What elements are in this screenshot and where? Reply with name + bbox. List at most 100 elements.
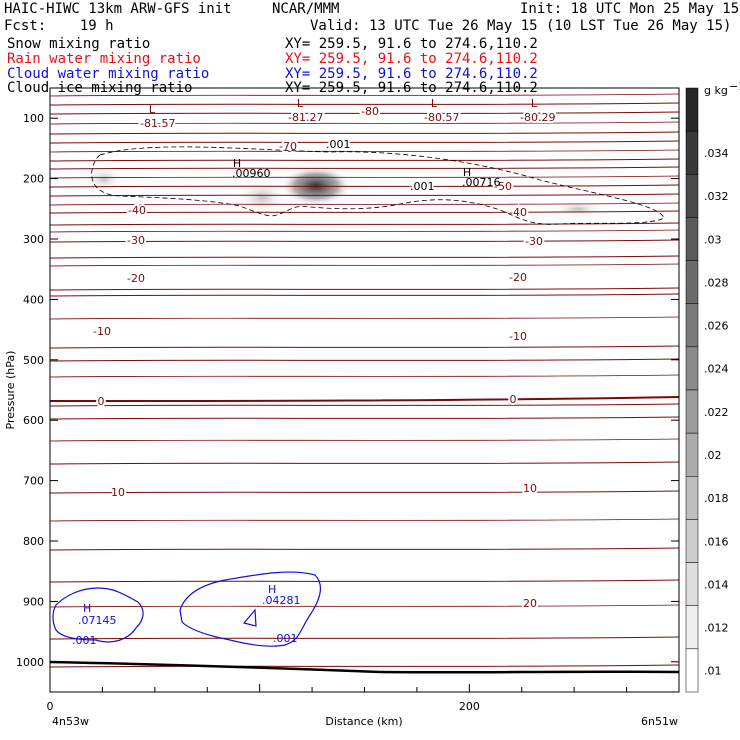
temperature-contour bbox=[50, 222, 679, 226]
cloud-water-contour bbox=[179, 571, 322, 647]
colorbar-tick-label: .01 bbox=[704, 665, 722, 678]
colorbar-segment bbox=[685, 346, 699, 391]
valid-time: Valid: 13 UTC Tue 26 May 15 (10 LST Tue … bbox=[310, 18, 732, 34]
temperature-contour bbox=[50, 239, 679, 243]
y-tick-label: 700 bbox=[23, 475, 44, 488]
temperature-contour bbox=[50, 175, 679, 179]
temperature-contour-label: -20 bbox=[509, 271, 527, 284]
colorbar-segment bbox=[685, 217, 699, 261]
forecast-hour: Fcst: 19 h bbox=[4, 18, 114, 34]
temperature-contour bbox=[50, 111, 679, 115]
temperature-contour bbox=[50, 636, 679, 640]
temperature-contour bbox=[50, 255, 679, 259]
temperature-contour bbox=[50, 140, 679, 144]
y-tick-label: 800 bbox=[23, 535, 44, 548]
low-value: -81.57 bbox=[140, 117, 175, 130]
cloud-water-contour bbox=[242, 608, 257, 627]
high-marker: H bbox=[233, 157, 241, 170]
low-marker: L bbox=[431, 97, 438, 110]
temperature-contour-label: 0 bbox=[510, 393, 517, 406]
cloud-water-contour-label: .001 bbox=[273, 632, 298, 645]
temperature-contour bbox=[50, 664, 679, 668]
y-axis-title: Pressure (hPa) bbox=[4, 351, 17, 430]
y-tick-label: 900 bbox=[23, 595, 44, 608]
temperature-contour bbox=[50, 210, 679, 214]
colorbar-segment bbox=[685, 174, 699, 218]
temperature-contour-label: -50 bbox=[494, 180, 512, 193]
colorbar-tick-label: .028 bbox=[704, 276, 729, 289]
x-axis-title: Distance (km) bbox=[325, 715, 402, 728]
y-tick-label: 500 bbox=[23, 354, 44, 367]
x-end-left: 4n53w bbox=[52, 715, 89, 728]
colorbar-tick-label: .032 bbox=[704, 190, 729, 203]
temperature-contour bbox=[50, 229, 679, 233]
temperature-contour-label: 10 bbox=[523, 482, 537, 495]
temperature-contour bbox=[50, 518, 679, 522]
snow-shading bbox=[84, 167, 124, 191]
snow-shading bbox=[236, 179, 288, 215]
temperature-contour-label: 20 bbox=[523, 597, 537, 610]
temperature-contour bbox=[50, 490, 679, 494]
low-value: -80.29 bbox=[520, 111, 555, 124]
field-snow-xy: XY= 259.5, 91.6 to 274.6,110.2 bbox=[285, 36, 538, 52]
temperature-contour-label: -10 bbox=[509, 330, 527, 343]
temperature-contour-label: -20 bbox=[127, 272, 145, 285]
temperature-contour-label: 10 bbox=[111, 486, 125, 499]
low-value: -81.27 bbox=[288, 111, 323, 124]
field-cloudwater-name: Cloud water mixing ratio bbox=[7, 66, 210, 82]
colorbar-segment bbox=[685, 87, 699, 132]
temperature-contour bbox=[50, 121, 679, 125]
colorbar-unit: g kg bbox=[704, 84, 728, 97]
colorbar-tick-label: .024 bbox=[704, 363, 729, 376]
low-marker: L bbox=[297, 97, 304, 110]
terrain-line bbox=[50, 660, 679, 674]
temperature-contour bbox=[50, 158, 679, 162]
temperature-contour bbox=[50, 403, 679, 407]
temperature-contour bbox=[50, 438, 679, 442]
temperature-contour bbox=[50, 193, 679, 197]
temperature-contour-label: 0 bbox=[98, 395, 105, 408]
temperature-contour bbox=[50, 604, 679, 608]
cloud-ice-contour-label: .001 bbox=[326, 138, 351, 151]
cloud-ice-contour bbox=[91, 146, 665, 225]
colorbar-tick-label: .02 bbox=[704, 449, 722, 462]
temperature-contour bbox=[50, 166, 679, 170]
colorbar-tick-label: .016 bbox=[704, 535, 729, 548]
x-end-right: 6n51w bbox=[641, 715, 678, 728]
temperature-contour bbox=[50, 316, 679, 320]
high-marker: H bbox=[268, 583, 276, 596]
temperature-contour bbox=[50, 102, 679, 106]
low-marker: L bbox=[149, 103, 156, 116]
colorbar-tick-label: .018 bbox=[704, 492, 729, 505]
org-label: NCAR/MMM bbox=[272, 1, 340, 17]
field-snow-name: Snow mixing ratio bbox=[7, 36, 151, 52]
temperature-contour bbox=[50, 345, 679, 349]
temperature-contour bbox=[50, 184, 679, 188]
temperature-contour-label: -40 bbox=[128, 204, 146, 217]
temperature-contour-label: -30 bbox=[525, 235, 543, 248]
colorbar-segment bbox=[685, 130, 699, 175]
temperature-contour bbox=[50, 293, 679, 297]
temperature-contour-label: -80 bbox=[361, 105, 379, 118]
snow-shading bbox=[552, 201, 604, 217]
x-tick-label: 200 bbox=[459, 700, 480, 713]
high-value: .00716 bbox=[462, 176, 501, 189]
model-title: HAIC-HIWC 13km ARW-GFS init bbox=[4, 1, 232, 17]
colorbar-tick-label: .026 bbox=[704, 320, 729, 333]
high-value: .07145 bbox=[78, 614, 117, 627]
temperature-contour-label: -30 bbox=[127, 234, 145, 247]
cloud-water-contour bbox=[52, 587, 144, 643]
colorbar-segment bbox=[685, 519, 699, 563]
colorbar-segment bbox=[685, 476, 699, 520]
y-tick-label: 300 bbox=[23, 233, 44, 246]
colorbar-segment bbox=[685, 562, 699, 606]
low-value: -80.57 bbox=[424, 111, 459, 124]
colorbar-segment bbox=[685, 389, 699, 434]
temperature-contour bbox=[50, 93, 679, 97]
field-cloudwater-xy: XY= 259.5, 91.6 to 274.6,110.2 bbox=[285, 66, 538, 82]
colorbar-segment bbox=[685, 303, 699, 348]
colorbar-tick-label: .034 bbox=[704, 147, 729, 160]
field-rain-xy: XY= 259.5, 91.6 to 274.6,110.2 bbox=[285, 51, 538, 67]
temperature-contour bbox=[50, 263, 679, 267]
high-value: .00960 bbox=[232, 167, 271, 180]
